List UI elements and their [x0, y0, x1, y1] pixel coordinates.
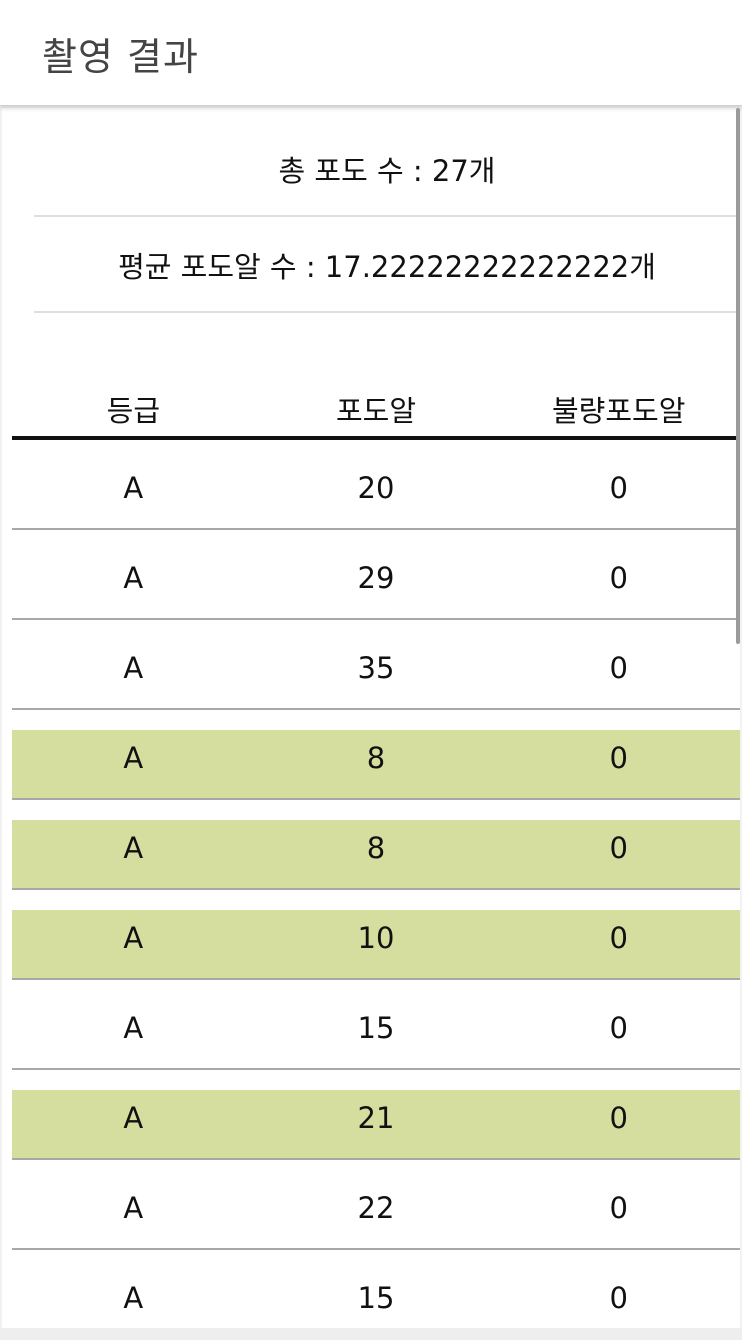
table-row[interactable]: A 8 0 [12, 800, 740, 890]
table-row[interactable]: A 10 0 [12, 890, 740, 980]
cell-berries: 15 [357, 1011, 395, 1045]
cell-grade: A [123, 561, 144, 595]
cell-berries: 35 [357, 651, 395, 685]
page-title: 촬영 결과 [42, 35, 199, 79]
cell-grade: A [123, 1101, 144, 1135]
cell-berries: 20 [357, 471, 395, 505]
cell-grade: A [123, 651, 144, 685]
cell-defective: 0 [609, 921, 628, 955]
column-header-berries: 포도알 [335, 394, 417, 428]
cell-grade: A [123, 741, 144, 775]
app-header: 촬영 결과 [0, 0, 742, 106]
row-highlight [12, 730, 740, 798]
results-table-body: A 20 0 A 29 0 A 35 0 A 8 0 A 8 0 A 10 0 A 15 0 A 21 0 A 22 0 A 15 0 [12, 440, 740, 1328]
table-row[interactable]: A 21 0 [12, 1070, 740, 1160]
cell-berries: 8 [366, 741, 386, 775]
column-header-defective: 불량포도알 [551, 394, 686, 428]
table-row[interactable]: A 15 0 [12, 1250, 740, 1328]
cell-defective: 0 [609, 1191, 628, 1225]
row-highlight [12, 910, 740, 978]
cell-defective: 0 [609, 561, 628, 595]
cell-grade: A [123, 1191, 144, 1225]
cell-grade: A [123, 471, 144, 505]
scrollbar[interactable] [736, 108, 740, 644]
column-header-grade: 등급 [106, 394, 161, 428]
table-row[interactable]: A 22 0 [12, 1160, 740, 1250]
row-highlight [12, 820, 740, 888]
cell-berries: 8 [366, 831, 386, 865]
cell-berries: 15 [357, 1281, 395, 1315]
divider [34, 311, 740, 313]
cell-defective: 0 [609, 741, 628, 775]
cell-defective: 0 [609, 831, 628, 865]
cell-defective: 0 [609, 471, 628, 505]
cell-grade: A [123, 831, 144, 865]
cell-grade: A [123, 921, 144, 955]
cell-berries: 22 [357, 1191, 395, 1225]
table-row[interactable]: A 35 0 [12, 620, 740, 710]
bottom-edge [0, 1328, 742, 1340]
cell-berries: 21 [357, 1101, 395, 1135]
cell-berries: 29 [357, 561, 395, 595]
table-row[interactable]: A 8 0 [12, 710, 740, 800]
cell-defective: 0 [609, 651, 628, 685]
results-panel[interactable]: 총 포도 수 : 27개 평균 포도알 수 : 17.2222222222222… [2, 108, 740, 1328]
cell-defective: 0 [609, 1101, 628, 1135]
cell-defective: 0 [609, 1011, 628, 1045]
table-row[interactable]: A 29 0 [12, 530, 740, 620]
cell-berries: 10 [357, 921, 395, 955]
average-berry-count: 평균 포도알 수 : 17.22222222222222개 [118, 250, 656, 284]
table-row[interactable]: A 20 0 [12, 440, 740, 530]
table-row[interactable]: A 15 0 [12, 980, 740, 1070]
table-header: 등급 포도알 불량포도알 [12, 378, 740, 440]
cell-defective: 0 [609, 1281, 628, 1315]
cell-grade: A [123, 1011, 144, 1045]
divider [34, 215, 740, 217]
total-grape-count: 총 포도 수 : 27개 [278, 154, 496, 188]
cell-grade: A [123, 1281, 144, 1315]
row-highlight [12, 1090, 740, 1158]
